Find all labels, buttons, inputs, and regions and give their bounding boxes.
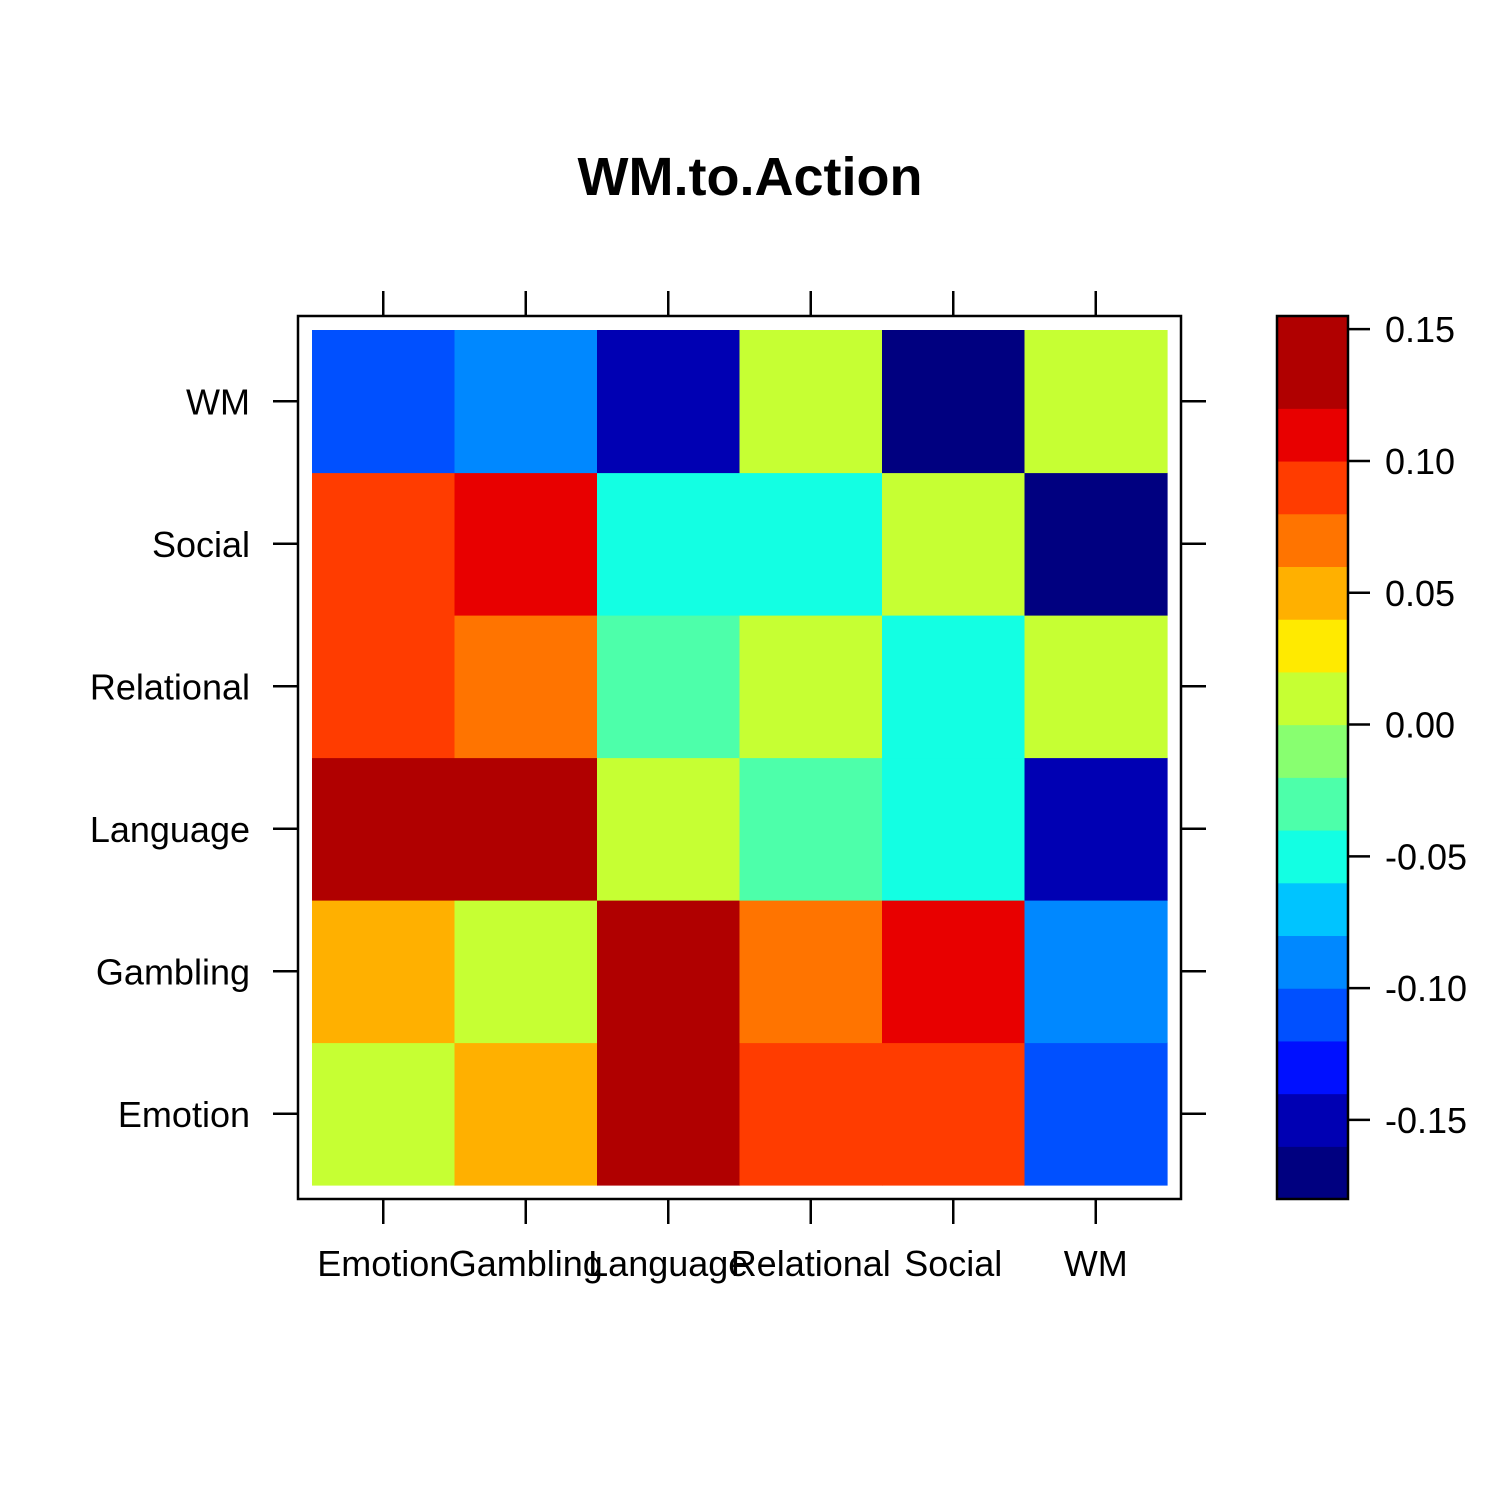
heatmap-cell-emotion-wm [312,330,456,474]
heatmap-cell-language-language [597,757,741,901]
heatmap-cell-wm-gambling [1024,900,1168,1044]
colorbar-swatch [1277,935,1348,989]
colorbar-tick-label: 0.05 [1385,573,1455,614]
y-axis: Emotion Gambling Language Relational Social W… [90,381,1206,1135]
chart-title: WM.to.Action [578,147,923,207]
colorbar-tick-label: -0.15 [1385,1100,1467,1141]
plot-frame [296,314,1183,1201]
colorbar-tick-label: 0.00 [1385,705,1455,746]
colorbar-swatch [1277,1146,1348,1200]
heatmap-cell-relational-emotion [739,1042,883,1186]
colorbar-frame [1275,314,1350,1201]
colorbar-swatch [1277,882,1348,937]
colorbar-swatch [1277,671,1348,726]
colorbar-swatch [1277,408,1348,462]
colorbar-swatch [1277,460,1348,515]
heatmap-cell-relational-social [739,472,883,616]
heatmap-cell-gambling-wm [454,330,598,474]
heatmap-cells [312,330,1168,1186]
y-tick-label: WM [186,381,250,422]
heatmap-cell-emotion-gambling [312,900,456,1044]
x-tick-label: Emotion [317,1243,449,1284]
heatmap-cell-wm-relational [1024,615,1168,759]
y-tick-label: Language [90,809,250,850]
heatmap-cell-wm-social [1024,472,1168,616]
heatmap-cell-relational-relational [739,615,883,759]
heatmap-cell-relational-language [739,757,883,901]
x-tick-label: Language [588,1243,748,1284]
colorbar-tick-label: 0.15 [1385,309,1455,350]
heatmap-cell-language-relational [597,615,741,759]
heatmap-cell-emotion-relational [312,615,456,759]
heatmap-cell-social-gambling [882,900,1026,1044]
heatmap-cell-gambling-gambling [454,900,598,1044]
y-tick-label: Relational [90,666,250,707]
heatmap-cell-wm-language [1024,757,1168,901]
colorbar-swatch [1277,988,1348,1042]
y-tick-label: Social [152,524,250,565]
heatmap-cell-gambling-emotion [454,1042,598,1186]
heatmap-cell-language-emotion [597,1042,741,1186]
colorbar-swatch [1277,619,1348,673]
heatmap-cell-social-emotion [882,1042,1026,1186]
colorbar-swatch [1277,724,1348,778]
y-tick-label: Gambling [96,951,250,992]
heatmap-cell-social-language [882,757,1026,901]
heatmap-cell-wm-emotion [1024,1042,1168,1186]
heatmap-cell-language-gambling [597,900,741,1044]
heatmap-cell-gambling-relational [454,615,598,759]
heatmap-cell-relational-gambling [739,900,883,1044]
heatmap-cell-social-wm [882,330,1026,474]
colorbar-swatch [1277,316,1348,357]
heatmap-cell-wm-wm [1024,330,1168,474]
heatmap-cell-emotion-language [312,757,456,901]
colorbar-swatch [1277,829,1348,884]
x-tick-label: Relational [731,1243,891,1284]
heatmap-cell-social-relational [882,615,1026,759]
colorbar-swatch [1277,777,1348,831]
y-tick-label: Emotion [118,1094,250,1135]
x-tick-label: Social [904,1243,1002,1284]
colorbar-tick-label: -0.05 [1385,836,1467,877]
colorbar-tick-label: -0.10 [1385,968,1467,1009]
heatmap-cell-relational-wm [739,330,883,474]
colorbar: 0.15 0.10 0.05 0.00 -0.05 -0.10 -0.15 [1275,309,1467,1201]
colorbar-swatch [1277,1093,1348,1147]
colorbar-swatch [1277,1040,1348,1095]
heatmap-cell-gambling-language [454,757,598,901]
x-tick-label: WM [1064,1243,1128,1284]
colorbar-swatch [1277,513,1348,568]
colorbar-tick-label: 0.10 [1385,441,1455,482]
heatmap-cell-social-social [882,472,1026,616]
heatmap-cell-emotion-emotion [312,1042,456,1186]
heatmap-cell-language-wm [597,330,741,474]
heatmap-cell-emotion-social [312,472,456,616]
x-tick-label: Gambling [449,1243,603,1284]
heatmap-cell-language-social [597,472,741,616]
colorbar-swatch [1277,355,1348,409]
colorbar-swatch [1277,566,1348,620]
heatmap-cell-gambling-social [454,472,598,616]
